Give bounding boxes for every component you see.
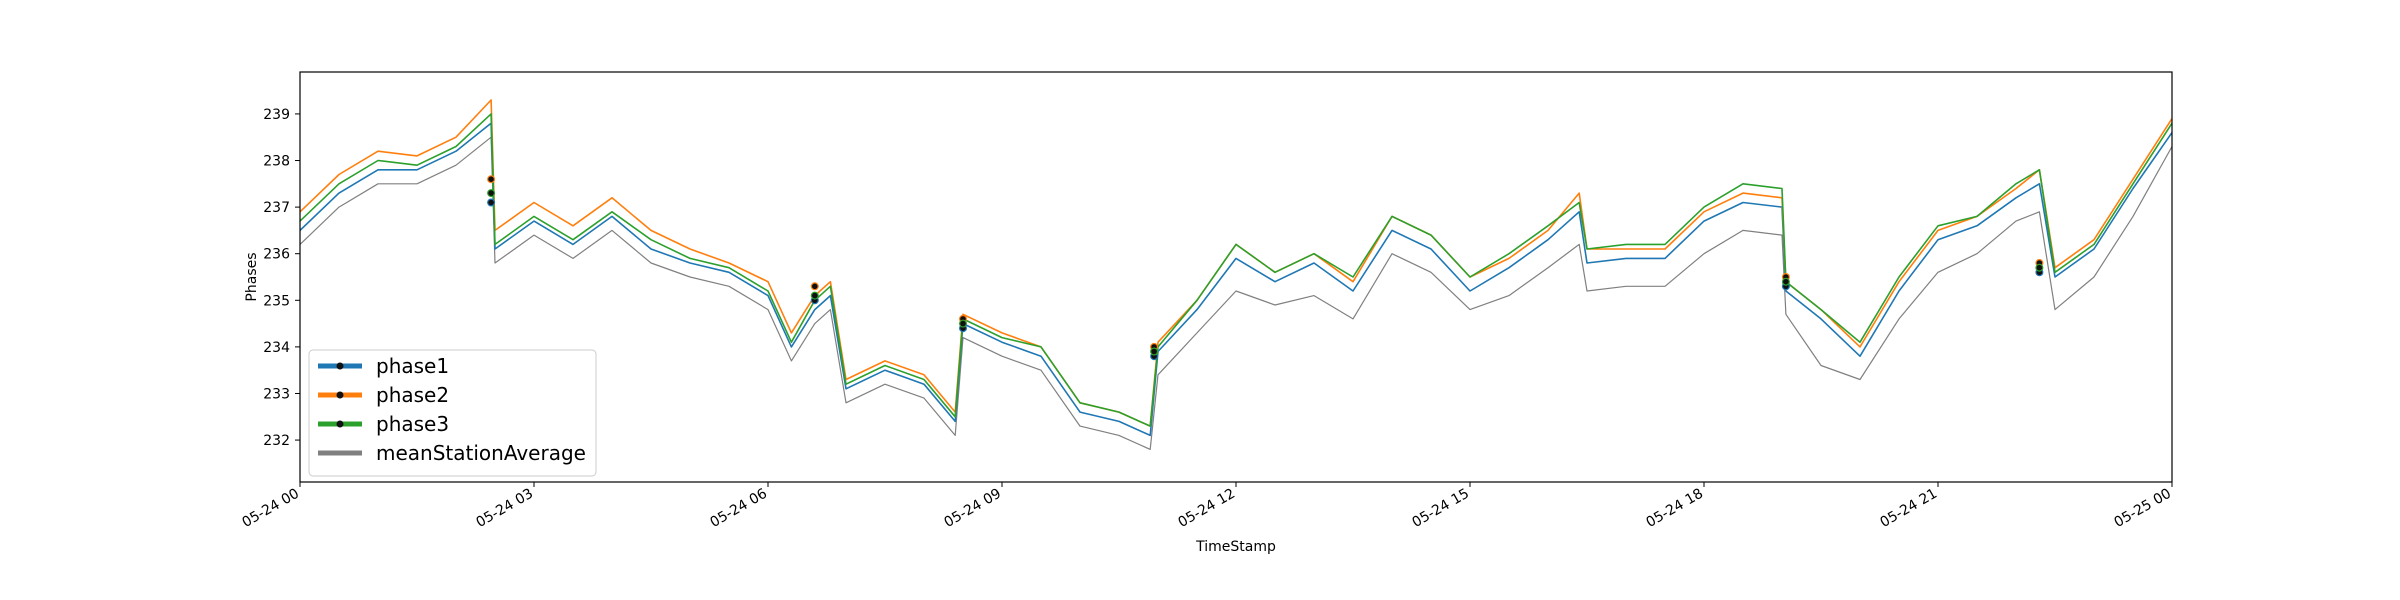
- marker-layer: [487, 175, 2044, 361]
- marker-phase3: [1150, 347, 1159, 356]
- y-tick-label: 239: [263, 107, 290, 123]
- y-tick-label: 233: [263, 386, 290, 402]
- marker-phase3: [958, 319, 967, 328]
- legend: phase1 phase2 phase3 meanStationAverage: [308, 349, 597, 477]
- y-tick-label: 237: [263, 200, 290, 216]
- marker-phase3: [487, 189, 496, 198]
- legend-label-phase2: phase2: [376, 383, 449, 407]
- legend-label-phase1: phase1: [376, 354, 449, 378]
- y-tick-label: 238: [263, 154, 290, 170]
- marker-phase3: [1781, 277, 1790, 286]
- plot-area: [299, 71, 2173, 483]
- y-tick-label: 234: [263, 340, 290, 356]
- y-axis: 232 233 234 235 236 237 238 239: [263, 107, 300, 449]
- y-tick-label: 235: [263, 293, 290, 309]
- series-line-meanStationAverage: [300, 136, 2172, 450]
- marker-phase2: [810, 282, 819, 291]
- legend-marker-phase1: [336, 362, 344, 370]
- series-line-phase1: [300, 122, 2172, 437]
- y-tick-label: 236: [263, 247, 290, 263]
- marker-phase2: [487, 175, 496, 184]
- series-line-phase3: [300, 113, 2172, 427]
- legend-label-meanStationAverage: meanStationAverage: [376, 441, 586, 465]
- y-axis-label: Phases: [244, 252, 260, 301]
- marker-phase1: [487, 198, 496, 207]
- series-layer: [300, 99, 2172, 450]
- legend-marker-phase2: [336, 391, 344, 399]
- marker-phase3: [2035, 263, 2044, 272]
- y-tick-label: 232: [263, 433, 290, 449]
- legend-box: [308, 349, 597, 477]
- marker-phase3: [810, 291, 819, 300]
- x-axis-label: TimeStamp: [1195, 539, 1276, 555]
- legend-label-phase3: phase3: [376, 412, 449, 436]
- legend-marker-phase3: [336, 420, 344, 428]
